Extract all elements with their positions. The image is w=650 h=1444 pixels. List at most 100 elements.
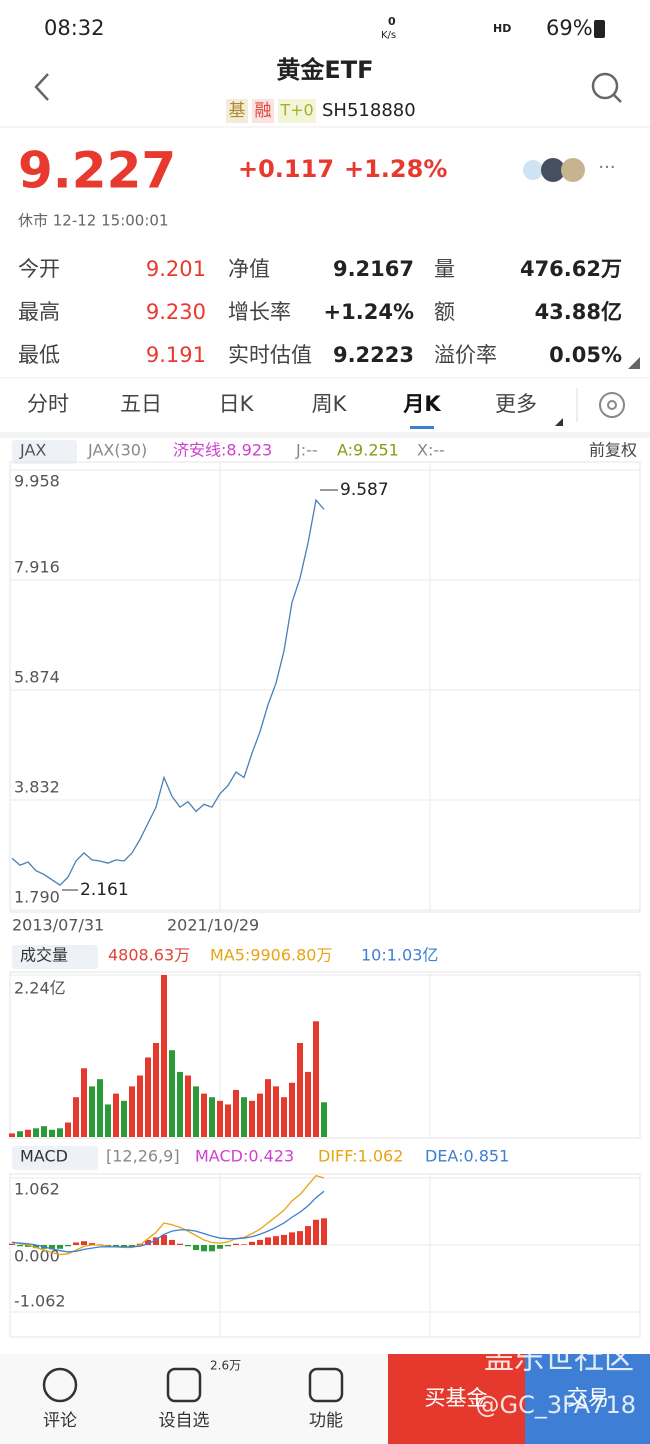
tag: 基	[229, 101, 246, 121]
macd-bar	[81, 1241, 87, 1245]
macd-bar	[217, 1245, 223, 1249]
trade-label[interactable]: 交易	[567, 1386, 609, 1410]
plot-frame	[9, 461, 641, 913]
back-button[interactable]	[34, 73, 49, 101]
macd-bar	[65, 1245, 71, 1247]
macd-bar	[201, 1245, 207, 1252]
tab[interactable]: 周K	[312, 392, 348, 416]
more-button[interactable]: ···	[598, 157, 615, 178]
clock: 08:32	[44, 16, 105, 40]
legend-item: X:--	[417, 441, 445, 460]
nav-label[interactable]: 设自选	[159, 1411, 210, 1431]
trade-button[interactable]	[525, 1354, 650, 1444]
tab[interactable]: 日K	[219, 392, 255, 416]
y-tick-label: -1.062	[14, 1292, 66, 1311]
volume-bar	[65, 1122, 71, 1137]
macd-bar	[249, 1241, 255, 1245]
dropdown[interactable]	[12, 1146, 98, 1170]
volume-bar	[49, 1129, 55, 1137]
volume-bar	[233, 1089, 239, 1137]
stat-label: 最低	[18, 343, 60, 367]
watchlist-icon[interactable]	[166, 1367, 202, 1403]
legend-item: DEA:0.851	[425, 1147, 509, 1166]
volume-bar	[137, 1075, 143, 1137]
battery-icon	[594, 20, 605, 38]
expand-icon[interactable]	[628, 357, 640, 369]
macd-bar	[297, 1231, 303, 1245]
stat-label: 最高	[18, 300, 60, 324]
legend-item: 4808.63万	[108, 946, 190, 965]
macd-bar	[233, 1243, 239, 1245]
adjust: 前复权	[589, 441, 637, 460]
macd-bar	[33, 1245, 39, 1249]
volume-bar	[257, 1093, 263, 1137]
high-label: 9.587	[340, 480, 389, 500]
volume-bar	[97, 1079, 103, 1137]
settings-button[interactable]	[599, 392, 625, 418]
volume-bar	[225, 1104, 231, 1137]
nav-label[interactable]: 评论	[43, 1411, 77, 1431]
legend-item: 10:1.03亿	[361, 946, 438, 965]
legend-item: A:9.251	[337, 441, 399, 460]
buy-button[interactable]	[388, 1354, 525, 1444]
nav-label[interactable]: 功能	[309, 1411, 343, 1431]
tab[interactable]: 月K	[402, 392, 441, 416]
search-button[interactable]	[591, 72, 619, 100]
avatar[interactable]	[523, 160, 543, 180]
battery: 69%	[546, 16, 593, 40]
macd-bar	[9, 1243, 15, 1245]
avatar[interactable]	[541, 158, 565, 182]
tab-indicator	[410, 426, 434, 429]
comment-icon[interactable]	[42, 1367, 78, 1403]
volume-bar	[297, 1042, 303, 1137]
change: +0.117	[238, 155, 334, 183]
change-pct: +1.28%	[344, 155, 447, 183]
volume-bar	[169, 1050, 175, 1137]
dropdown[interactable]	[12, 945, 98, 969]
volume-bar	[265, 1079, 271, 1137]
stat-value: 0.05%	[549, 343, 622, 367]
y-tick-label: 1.062	[14, 1180, 60, 1199]
tab[interactable]: 五日	[120, 392, 162, 416]
x-label: 2021/10/29	[167, 916, 259, 935]
volume-bar	[153, 1042, 159, 1137]
legend-item: [12,26,9]	[106, 1147, 180, 1166]
more-icon	[555, 418, 563, 426]
legend-item: JAX	[19, 441, 46, 460]
y-tick-label: 3.832	[14, 778, 60, 797]
legend-item: MA5:9906.80万	[210, 946, 333, 965]
stat-value: 43.88亿	[535, 300, 622, 324]
volume-bar	[305, 1071, 311, 1137]
volume-bar	[121, 1100, 127, 1137]
y-tick-label: 2.24亿	[14, 979, 66, 998]
tab[interactable]: 更多	[495, 392, 537, 416]
avatar[interactable]	[561, 158, 585, 182]
tag-bg	[278, 99, 316, 123]
stat-label: 溢价率	[434, 343, 497, 367]
dea-line	[11, 1190, 325, 1253]
macd-bar	[161, 1234, 167, 1245]
diff-line	[11, 1174, 325, 1256]
macd-bar	[209, 1245, 215, 1252]
volume-bar	[113, 1093, 119, 1137]
function-icon[interactable]	[308, 1367, 344, 1403]
macd-bar	[265, 1237, 271, 1245]
tag-bg	[226, 99, 248, 123]
macd-bar	[73, 1242, 79, 1245]
dropdown[interactable]	[12, 440, 77, 464]
volume-bar	[185, 1075, 191, 1137]
buy-label[interactable]: 买基金	[425, 1386, 488, 1410]
tag-bg	[252, 99, 274, 123]
volume-bar	[177, 1071, 183, 1137]
macd-bar	[185, 1245, 191, 1247]
volume-bar	[41, 1126, 47, 1137]
net-speed: 0	[388, 15, 396, 28]
legend-item: JAX(30)	[87, 441, 147, 460]
stat-label: 净值	[228, 257, 270, 281]
tab[interactable]: 分时	[27, 392, 69, 416]
plot-frame	[9, 971, 641, 1139]
stat-label: 量	[434, 257, 455, 281]
